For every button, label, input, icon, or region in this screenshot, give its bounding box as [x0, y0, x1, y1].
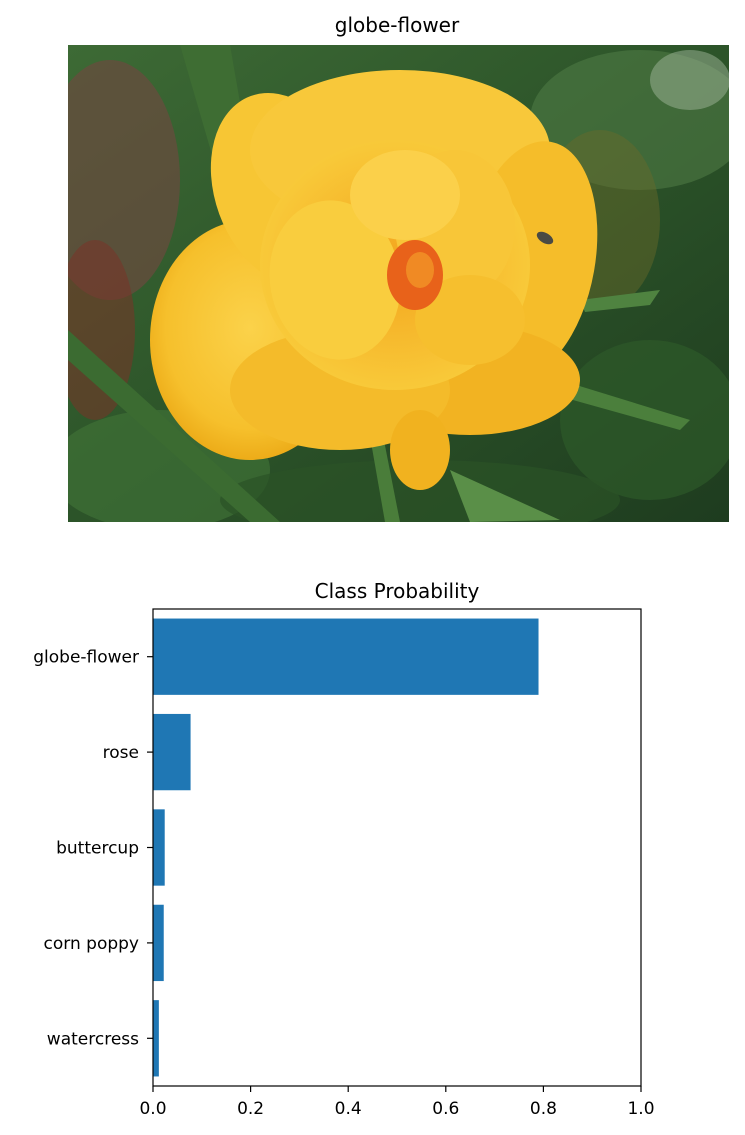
bar-rose — [153, 713, 191, 791]
y-tick-label-watercress: watercress — [47, 1029, 139, 1049]
flower-photo — [68, 45, 729, 522]
y-tick-label-corn-poppy: corn poppy — [44, 934, 139, 954]
bar-corn-poppy — [153, 904, 164, 982]
x-tick-label: 1.0 — [627, 1099, 654, 1119]
x-tick-label: 0.4 — [335, 1099, 362, 1119]
x-tick-label: 0.0 — [139, 1099, 166, 1119]
x-tick-label: 0.8 — [530, 1099, 557, 1119]
y-tick-label-globe-flower: globe-flower — [33, 648, 139, 668]
chart-title: Class Probability — [315, 579, 480, 603]
x-tick-label: 0.2 — [237, 1099, 264, 1119]
x-axis-ticks: 0.0 0.2 0.4 0.6 0.8 1.0 — [139, 1086, 655, 1119]
x-tick-label: 0.6 — [432, 1099, 459, 1119]
bar-buttercup — [153, 809, 165, 886]
y-axis-ticks: globe-flower rose buttercup corn poppy water… — [33, 648, 153, 1049]
bars — [153, 618, 539, 1077]
bar-globe-flower — [153, 618, 539, 695]
plot-frame — [152, 608, 642, 1087]
bar-watercress — [153, 1000, 159, 1077]
image-title: globe-flower — [335, 13, 460, 37]
y-tick-label-buttercup: buttercup — [56, 839, 139, 859]
y-tick-label-rose: rose — [103, 743, 139, 763]
